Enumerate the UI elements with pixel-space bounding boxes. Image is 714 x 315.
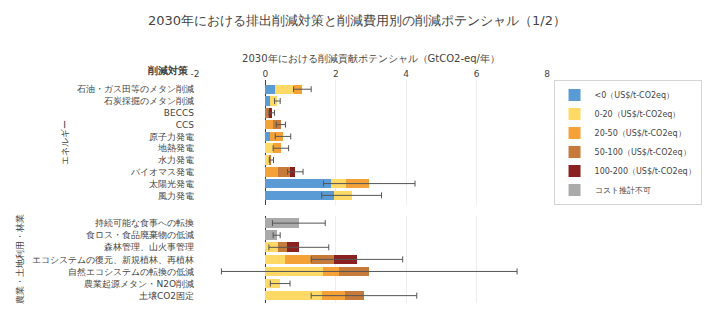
svg-text:4: 4 bbox=[403, 69, 409, 79]
svg-text:50-100（US$/t-CO2eq）: 50-100（US$/t-CO2eq） bbox=[595, 148, 691, 157]
svg-text:石炭採掘のメタン削減: 石炭採掘のメタン削減 bbox=[104, 96, 194, 106]
svg-text:-2: -2 bbox=[191, 69, 200, 79]
svg-text:太陽光発電: 太陽光発電 bbox=[149, 179, 194, 189]
svg-text:森林管理、山火事管理: 森林管理、山火事管理 bbox=[104, 242, 194, 252]
svg-text:持続可能な食事への転換: 持続可能な食事への転換 bbox=[95, 218, 194, 228]
svg-text:地熱発電: 地熱発電 bbox=[157, 143, 194, 153]
svg-text:6: 6 bbox=[474, 69, 480, 79]
svg-text:削減対策: 削減対策 bbox=[147, 65, 189, 76]
svg-text:水力発電: 水力発電 bbox=[158, 155, 194, 165]
svg-text:農業起源メタン・N2O削減: 農業起源メタン・N2O削減 bbox=[84, 279, 194, 289]
svg-text:2030年における排出削減対策と削減費用別の削減ポテンシャル: 2030年における排出削減対策と削減費用別の削減ポテンシャル（1/2） bbox=[148, 13, 566, 28]
svg-text:バイオマス発電: バイオマス発電 bbox=[130, 167, 194, 177]
svg-text:0: 0 bbox=[263, 69, 269, 79]
svg-text:100-200（US$/t-CO2eq）: 100-200（US$/t-CO2eq） bbox=[595, 167, 696, 176]
svg-text:食ロス・食品廃棄物の低減: 食ロス・食品廃棄物の低減 bbox=[86, 230, 194, 240]
svg-text:自然エコシステムの転換の低減: 自然エコシステムの転換の低減 bbox=[68, 267, 194, 277]
svg-text:8: 8 bbox=[544, 69, 550, 79]
svg-text:2: 2 bbox=[333, 69, 339, 79]
svg-text:エネルギー: エネルギー bbox=[60, 120, 70, 165]
svg-text:BECCS: BECCS bbox=[164, 108, 194, 118]
svg-text:2030年における削減貢献ポテンシャル（GtCO2-eq/年: 2030年における削減貢献ポテンシャル（GtCO2-eq/年） bbox=[242, 53, 500, 64]
svg-text:風力発電: 風力発電 bbox=[158, 191, 194, 201]
svg-text:石油・ガス田等のメタン削減: 石油・ガス田等のメタン削減 bbox=[77, 84, 194, 94]
svg-text:0-20（US$/t-CO2eq）: 0-20（US$/t-CO2eq） bbox=[595, 110, 681, 119]
svg-text:土壌CO2固定: 土壌CO2固定 bbox=[139, 291, 194, 301]
svg-text:エコシステムの復元、新規植林、再植林: エコシステムの復元、新規植林、再植林 bbox=[32, 255, 194, 265]
svg-text:<0（US$/t-CO2eq）: <0（US$/t-CO2eq） bbox=[595, 91, 675, 100]
svg-text:原子力発電: 原子力発電 bbox=[149, 132, 194, 142]
svg-text:コスト推計不可: コスト推計不可 bbox=[595, 186, 651, 195]
svg-text:農業・土地利用・林業: 農業・土地利用・林業 bbox=[15, 214, 25, 304]
svg-text:20-50（US$/t-CO2eq）: 20-50（US$/t-CO2eq） bbox=[595, 129, 686, 138]
svg-text:CCS: CCS bbox=[176, 120, 195, 130]
